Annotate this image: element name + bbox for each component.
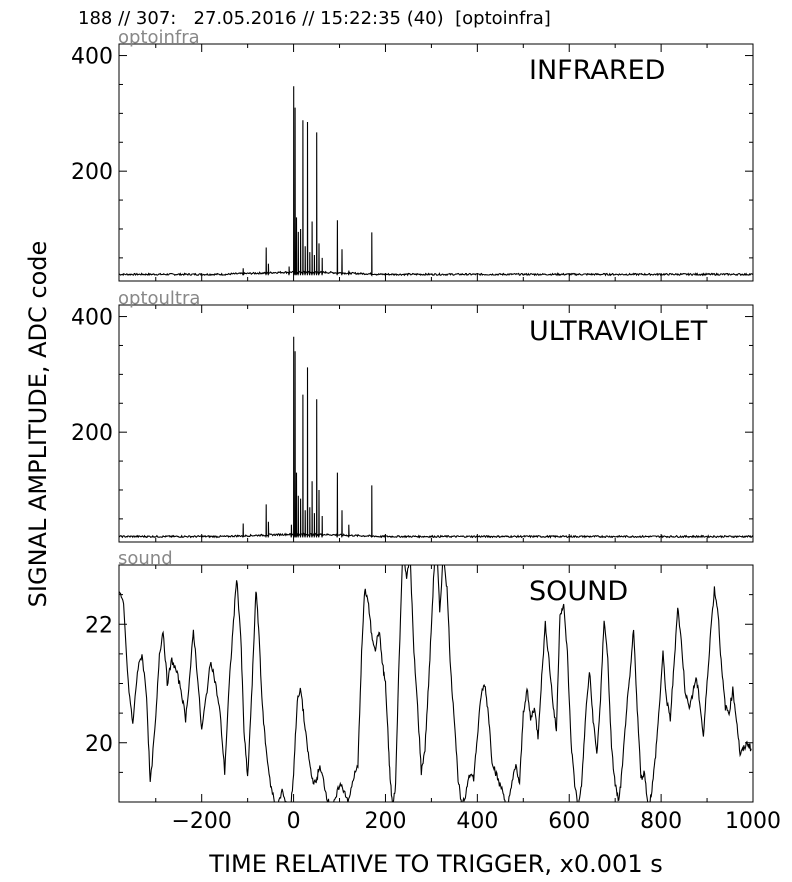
y-tick-label: 400 [71,45,113,70]
x-tick-label: 400 [456,809,498,834]
y-tick-label: 400 [71,306,113,331]
x-tick-label: 0 [287,809,301,834]
x-tick-label: 200 [364,809,406,834]
panel-title: ULTRAVIOLET [529,316,708,347]
x-tick-label: 800 [640,809,682,834]
x-tick-label: 600 [548,809,590,834]
plot-frame [118,564,754,803]
panel-title: INFRARED [529,55,665,86]
panel-sound: 20 22 −200 0 200 400 600 800 1000 sound SOUND [85,548,781,834]
figure-header: 188 // 307: 27.05.2016 // 15:22:35 (40) … [78,8,551,29]
y-tick-label: 22 [85,613,113,638]
y-tick-label: 200 [71,160,113,185]
plot-frame [118,43,754,282]
series-line-optoinfra [119,86,753,277]
channel-label: sound [118,548,173,569]
series-line-sound [119,565,752,802]
x-tick-label: 1000 [725,809,781,834]
series-line-optoultra [119,336,753,539]
plot-frame [118,304,754,543]
panel-title: SOUND [529,576,628,607]
channel-label: optoinfra [118,27,200,48]
y-tick-label: 20 [85,732,113,757]
y-tick-label: 200 [71,421,113,446]
y-axis-label: SIGNAL AMPLITUDE, ADC code [24,241,52,608]
x-tick-label: −200 [171,809,231,834]
channel-label: optoultra [118,288,200,309]
x-axis-label: TIME RELATIVE TO TRIGGER, x0.001 s [208,850,662,878]
